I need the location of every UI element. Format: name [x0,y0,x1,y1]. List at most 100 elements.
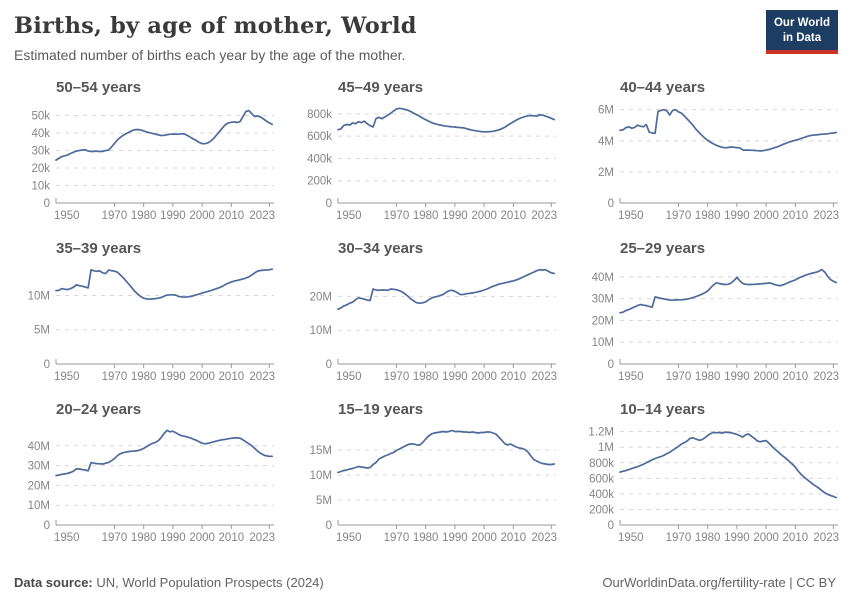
data-source-text: UN, World Population Prospects (2024) [92,575,324,590]
svg-text:10M: 10M [592,337,614,349]
svg-text:0: 0 [326,520,332,532]
svg-text:1950: 1950 [618,371,644,383]
svg-text:30M: 30M [28,461,50,473]
chart-cell-25-29-years: 25–29 years 0 10M 20M 30M 40M 1950 1970 1980 199… [574,234,842,387]
chart-canvas[interactable]: 0 10M 20M 30M 40M 1950 1970 1980 1990 2000 2010 202… [10,419,278,548]
chart-canvas[interactable]: 0 10M 20M 30M 40M 1950 1970 1980 1990 2000 2010 202… [574,258,842,387]
owid-logo-line1: Our World [773,17,830,29]
svg-text:2010: 2010 [501,532,527,544]
chart-title: 10–14 years [620,401,706,418]
svg-text:2M: 2M [598,167,614,179]
svg-text:20M: 20M [28,480,50,492]
svg-text:2023: 2023 [531,210,557,222]
svg-text:1990: 1990 [724,532,750,544]
chart-title: 25–29 years [620,240,706,257]
svg-text:2023: 2023 [249,210,275,222]
svg-text:2010: 2010 [783,371,809,383]
svg-text:4M: 4M [598,136,614,148]
svg-text:5M: 5M [316,495,332,507]
svg-text:400k: 400k [307,153,332,165]
credit-link[interactable]: OurWorldinData.org/fertility-rate | CC B… [602,575,836,590]
chart-footer: Data source: UN, World Population Prospe… [0,571,850,600]
chart-title: 30–34 years [338,240,424,257]
svg-text:20M: 20M [310,291,332,303]
svg-text:30M: 30M [592,294,614,306]
svg-text:1990: 1990 [160,210,186,222]
chart-cell-35-39-years: 35–39 years 0 5M 10M 1950 1970 1980 1990 2000 20… [10,234,278,387]
svg-text:10M: 10M [28,500,50,512]
svg-text:40M: 40M [28,441,50,453]
svg-text:2023: 2023 [813,371,839,383]
svg-text:1990: 1990 [724,371,750,383]
svg-text:1990: 1990 [724,210,750,222]
svg-text:2010: 2010 [219,532,245,544]
svg-text:800k: 800k [589,458,614,470]
svg-text:20M: 20M [592,315,614,327]
svg-text:1970: 1970 [384,371,410,383]
svg-text:1990: 1990 [442,371,468,383]
svg-text:6M: 6M [598,105,614,117]
owid-logo-line2: in Data [782,31,822,44]
chart-canvas[interactable]: 0 10k 20k 30k 40k 50k 1950 1970 1980 1990 2000 2010… [10,97,278,226]
svg-text:20k: 20k [31,163,50,175]
chart-canvas[interactable]: 0 10M 20M 1950 1970 1980 1990 2000 2010 2023 [292,258,560,387]
svg-text:1970: 1970 [384,210,410,222]
svg-text:2023: 2023 [249,532,275,544]
svg-text:1970: 1970 [666,371,692,383]
svg-text:0: 0 [326,198,332,210]
svg-text:1980: 1980 [695,210,721,222]
svg-text:1980: 1980 [695,371,721,383]
svg-text:0: 0 [44,359,50,371]
chart-canvas[interactable]: 0 5M 10M 15M 1950 1970 1980 1990 2000 2010 2023 [292,419,560,548]
svg-text:0: 0 [608,359,614,371]
svg-text:1980: 1980 [413,532,439,544]
svg-text:2010: 2010 [219,210,245,222]
chart-title: 50–54 years [56,79,142,96]
svg-text:50k: 50k [31,111,50,123]
svg-text:2000: 2000 [471,371,497,383]
svg-text:1970: 1970 [102,532,128,544]
svg-text:1980: 1980 [131,532,157,544]
svg-text:30k: 30k [31,146,50,158]
chart-cell-50-54-years: 50–54 years 0 10k 20k 30k 40k 50k 1950 1970 1980… [10,73,278,226]
svg-text:2010: 2010 [783,532,809,544]
svg-text:10k: 10k [31,181,50,193]
svg-text:10M: 10M [310,470,332,482]
svg-text:0: 0 [44,520,50,532]
svg-text:1950: 1950 [336,371,362,383]
chart-title: 20–24 years [56,401,142,418]
svg-text:15M: 15M [310,445,332,457]
chart-cell-40-44-years: 40–44 years 0 2M 4M 6M 1950 1970 1980 1990 2000 2… [574,73,842,226]
svg-text:1980: 1980 [413,210,439,222]
svg-text:1990: 1990 [160,371,186,383]
svg-text:0: 0 [608,198,614,210]
svg-text:2000: 2000 [471,532,497,544]
svg-text:0: 0 [608,520,614,532]
svg-text:1990: 1990 [442,210,468,222]
svg-text:0: 0 [44,198,50,210]
svg-text:10M: 10M [28,290,50,302]
page-title: Births, by age of mother, World [14,13,417,39]
svg-text:2023: 2023 [813,210,839,222]
chart-title: 45–49 years [338,79,424,96]
chart-canvas[interactable]: 0 2M 4M 6M 1950 1970 1980 1990 2000 2010 2023 [574,97,842,226]
svg-text:2023: 2023 [813,532,839,544]
svg-text:2023: 2023 [531,532,557,544]
svg-text:1970: 1970 [102,371,128,383]
chart-canvas[interactable]: 0 200k 400k 600k 800k 1950 1970 1980 1990 2000 201… [292,97,560,226]
svg-text:2000: 2000 [753,371,779,383]
owid-logo[interactable]: Our World in Data [765,10,838,55]
page-subtitle: Estimated number of births each year by … [14,47,406,63]
svg-text:1950: 1950 [618,210,644,222]
svg-text:1950: 1950 [618,532,644,544]
chart-cell-15-19-years: 15–19 years 0 5M 10M 15M 1950 1970 1980 1990 200… [292,395,560,548]
svg-text:1970: 1970 [102,210,128,222]
svg-text:40k: 40k [31,128,50,140]
chart-cell-45-49-years: 45–49 years 0 200k 400k 600k 800k 1950 1970 198… [292,73,560,226]
svg-text:600k: 600k [589,473,614,485]
svg-text:1980: 1980 [131,210,157,222]
svg-text:1.2M: 1.2M [588,427,614,439]
svg-text:1980: 1980 [131,371,157,383]
chart-canvas[interactable]: 0 5M 10M 1950 1970 1980 1990 2000 2010 2023 [10,258,278,387]
